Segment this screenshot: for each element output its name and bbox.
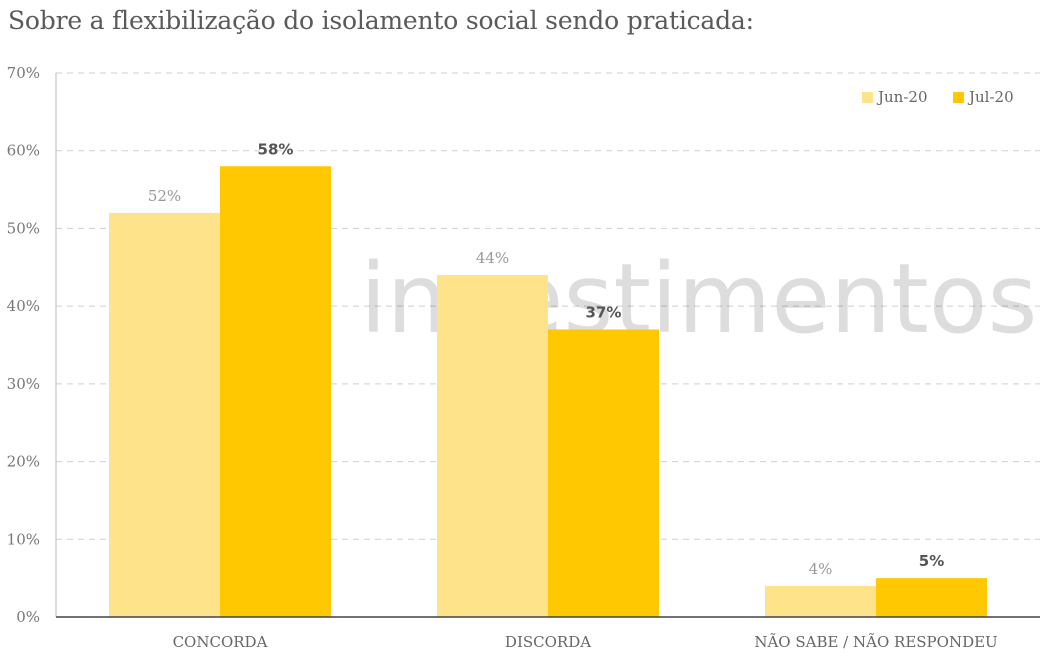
x-tick-label: DISCORDA [505,633,591,651]
y-tick-label: 10% [7,530,40,548]
chart-title: Sobre a flexibilização do isolamento soc… [8,6,754,35]
bar [548,329,659,617]
legend-swatch [953,92,964,103]
legend-label: Jul-20 [967,88,1014,106]
data-label: 5% [919,552,944,570]
y-tick-label: 40% [7,297,40,315]
data-label: 37% [586,303,622,321]
y-tick-label: 0% [16,608,40,626]
x-tick-label: CONCORDA [173,633,268,651]
data-label: 52% [148,187,181,205]
bar [765,585,876,617]
data-label: 44% [476,249,509,267]
y-tick-label: 50% [7,219,40,237]
y-tick-label: 20% [7,453,40,471]
legend-swatch [862,92,873,103]
legend-label: Jun-20 [876,88,928,106]
legend: Jun-20 Jul-20 [862,88,1014,106]
x-tick-label: NÃO SABE / NÃO RESPONDEU [754,633,997,651]
bar [109,212,220,617]
axes-group: 0% 10% 20% 30% 40% 50% 60% 70% CONCORDA DISCORDA N… [7,64,1040,651]
bars-group: 52% 58% 44% 37% 4% 5% [109,140,987,617]
y-tick-label: 70% [7,64,40,82]
data-label: 4% [809,560,833,578]
y-tick-label: 60% [7,142,40,160]
data-label: 58% [258,140,294,158]
bar [220,166,331,617]
bar [876,578,987,617]
y-tick-label: 30% [7,375,40,393]
bar [437,275,548,617]
